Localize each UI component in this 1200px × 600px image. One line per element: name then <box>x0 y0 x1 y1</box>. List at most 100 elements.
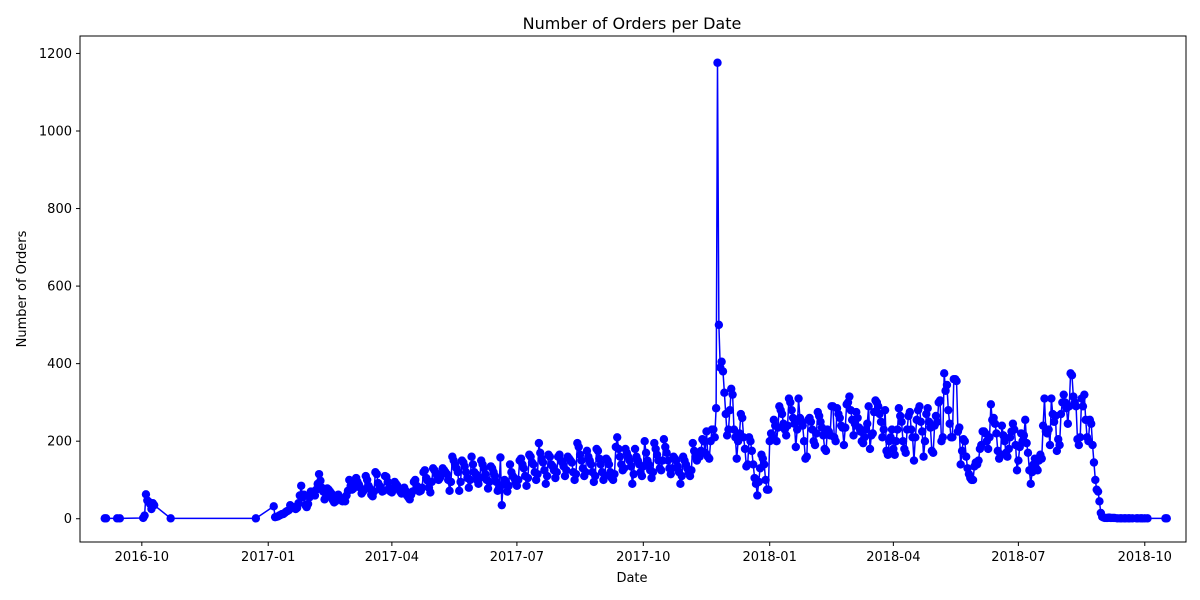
data-point <box>945 419 954 428</box>
data-point <box>699 436 708 446</box>
plot-frame <box>79 35 1187 543</box>
data-point <box>942 380 952 390</box>
data-point <box>985 433 994 442</box>
data-point <box>711 404 721 413</box>
data-point <box>786 398 795 407</box>
data-point <box>916 417 926 426</box>
data-point <box>717 357 726 366</box>
data-point <box>538 458 548 467</box>
data-point <box>628 479 637 489</box>
data-point <box>604 460 614 469</box>
data-point <box>883 450 893 459</box>
data-point <box>562 466 571 475</box>
orders-series <box>100 58 1171 523</box>
data-point <box>760 460 769 469</box>
data-point <box>905 407 915 417</box>
data-point <box>810 440 820 450</box>
data-point <box>1044 425 1053 434</box>
data-point <box>629 469 638 479</box>
data-point <box>961 452 971 461</box>
data-point <box>529 460 538 469</box>
data-point <box>1088 440 1097 450</box>
x-axis-label: Date <box>616 571 647 586</box>
data-point <box>1003 452 1012 461</box>
data-point <box>417 483 427 492</box>
data-point <box>725 405 735 415</box>
data-point <box>1091 475 1100 485</box>
data-point <box>791 442 801 452</box>
data-point <box>705 454 714 463</box>
data-point <box>876 417 886 426</box>
data-point <box>455 486 464 496</box>
data-point <box>845 392 854 401</box>
data-point <box>754 477 763 487</box>
data-point <box>465 475 475 485</box>
data-point <box>1076 433 1085 442</box>
data-point <box>369 487 379 496</box>
data-point <box>983 444 993 454</box>
data-point <box>294 499 303 508</box>
data-point <box>637 471 647 481</box>
y-tick-label: 400 <box>47 357 72 372</box>
data-point <box>115 514 125 523</box>
x-tick-label: 2017-10 <box>616 550 670 565</box>
data-point <box>485 477 494 487</box>
y-axis: 0 200 400 600 800 1000 1200 <box>39 47 80 527</box>
data-point <box>1143 514 1152 523</box>
data-point <box>1037 454 1046 463</box>
data-point <box>907 425 916 434</box>
data-point <box>714 320 724 330</box>
data-point <box>746 436 755 446</box>
data-point <box>522 481 531 490</box>
data-point <box>772 436 781 446</box>
data-point <box>709 425 718 434</box>
data-point <box>615 452 625 461</box>
data-point <box>101 514 111 523</box>
data-point <box>630 444 640 454</box>
data-point <box>957 446 967 456</box>
data-point <box>504 481 513 490</box>
data-point <box>865 444 875 454</box>
data-point <box>534 438 544 448</box>
data-point <box>497 500 506 510</box>
data-point <box>956 460 965 469</box>
data-point <box>920 436 930 446</box>
x-tick-label: 2017-07 <box>490 550 544 565</box>
y-tick-label: 1200 <box>39 47 72 62</box>
data-point <box>577 456 586 465</box>
data-point <box>764 485 773 494</box>
data-point <box>720 388 729 397</box>
data-point <box>533 469 542 479</box>
data-point <box>1162 514 1171 523</box>
data-point <box>581 468 590 477</box>
data-point <box>1033 466 1042 475</box>
chart-title: Number of Orders per Date <box>523 14 742 33</box>
data-point <box>541 479 550 489</box>
y-tick-label: 0 <box>64 512 72 527</box>
data-point <box>1074 440 1084 450</box>
data-point <box>938 433 948 442</box>
data-point <box>1067 371 1077 380</box>
data-point <box>853 413 862 423</box>
data-point <box>567 458 577 467</box>
data-point <box>453 468 463 477</box>
data-point <box>648 468 658 477</box>
data-point <box>968 475 978 485</box>
data-point <box>427 477 436 487</box>
data-point <box>783 421 792 430</box>
y-tick-label: 800 <box>47 202 72 217</box>
data-point <box>641 448 651 458</box>
data-point <box>1004 444 1013 454</box>
data-point <box>586 460 596 469</box>
data-point <box>619 464 629 473</box>
data-point <box>446 477 456 487</box>
data-point <box>1019 431 1029 440</box>
data-point <box>787 405 796 415</box>
data-point <box>893 425 902 434</box>
data-point <box>960 436 969 446</box>
data-point <box>269 502 278 511</box>
data-point <box>1093 487 1103 496</box>
data-point <box>464 483 474 492</box>
data-point <box>732 454 741 463</box>
